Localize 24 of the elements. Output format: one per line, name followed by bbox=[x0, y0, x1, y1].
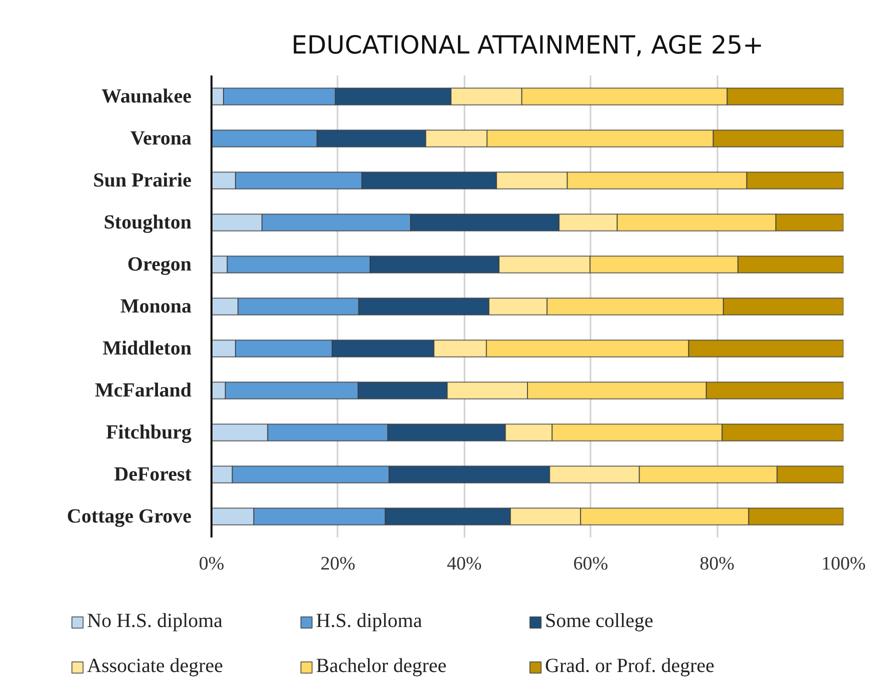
x-tick-label: 20% bbox=[320, 554, 356, 574]
y-tick-label: Stoughton bbox=[104, 212, 192, 234]
y-tick-label: Waunakee bbox=[101, 86, 192, 108]
y-tick-label: Fitchburg bbox=[106, 422, 192, 444]
legend-label: Bachelor degree bbox=[316, 655, 448, 678]
y-tick-label: Oregon bbox=[127, 254, 192, 276]
y-tick-label: Middleton bbox=[102, 338, 192, 360]
legend-label: No H.S. diploma bbox=[87, 610, 224, 633]
x-tick-label: 100% bbox=[821, 554, 866, 574]
legend-label: Grad. or Prof. degree bbox=[545, 655, 716, 678]
y-tick-label: DeForest bbox=[114, 464, 192, 486]
chart-title: EDUCATIONAL ATTAINMENT, AGE 25+ bbox=[291, 30, 764, 60]
y-tick-label: Verona bbox=[130, 128, 192, 150]
legend-label: Some college bbox=[545, 610, 654, 633]
x-tick-label: 60% bbox=[573, 554, 608, 574]
y-tick-label: Monona bbox=[120, 296, 192, 318]
legend-label: H.S. diploma bbox=[316, 610, 424, 633]
x-tick-label: 0% bbox=[198, 554, 224, 574]
legend-label: Associate degree bbox=[87, 655, 224, 678]
y-tick-label: McFarland bbox=[94, 380, 192, 402]
y-tick-label: Sun Prairie bbox=[93, 170, 192, 192]
x-tick-label: 80% bbox=[700, 554, 735, 574]
x-tick-label: 40% bbox=[446, 554, 482, 574]
y-tick-label: Cottage Grove bbox=[66, 506, 192, 528]
